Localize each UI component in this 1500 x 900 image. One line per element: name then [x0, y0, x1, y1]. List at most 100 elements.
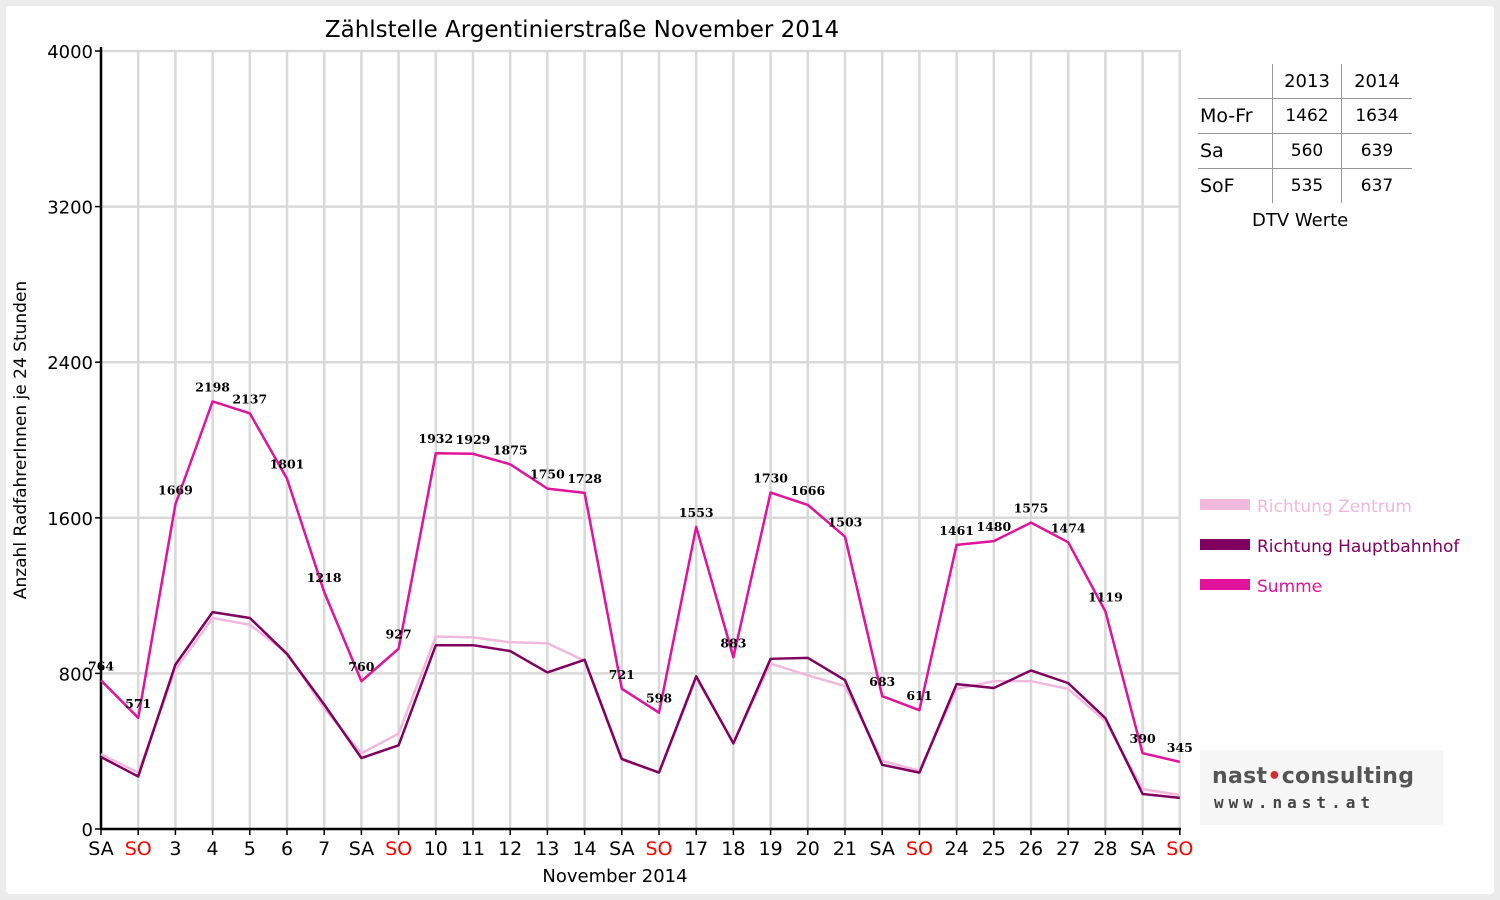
- x-axis-title: November 2014: [542, 866, 687, 887]
- x-tick-label: SA: [869, 838, 894, 860]
- x-tick-label: 20: [796, 838, 820, 860]
- data-label: 683: [869, 674, 895, 689]
- y-tick-label: 1600: [47, 509, 93, 530]
- legend-label: Summe: [1257, 577, 1322, 597]
- dtv-value: 637: [1341, 168, 1412, 203]
- series-line-2: [100, 400, 1181, 764]
- x-tick-label: SO: [906, 838, 933, 860]
- dtv-table: 2013 2014 Mo-Fr 1462 1634 Sa 560 639 SoF…: [1198, 64, 1412, 203]
- data-label: 1218: [307, 570, 342, 585]
- y-tick-label: 0: [82, 820, 93, 841]
- legend-swatch: [1200, 539, 1250, 550]
- dtv-value: 560: [1272, 133, 1342, 169]
- data-label: 760: [348, 659, 374, 674]
- data-label: 1801: [270, 457, 305, 472]
- legend-label: Richtung Zentrum: [1257, 497, 1412, 517]
- x-tick-label: 3: [169, 838, 181, 860]
- dtv-row-label: Sa: [1198, 133, 1273, 169]
- x-tick-label: 5: [244, 838, 256, 860]
- x-tick-label: 13: [535, 838, 559, 860]
- x-tick-label: 18: [721, 838, 745, 860]
- data-label: 1730: [753, 471, 788, 486]
- x-tick-label: 26: [1019, 838, 1043, 860]
- legend-label: Richtung Hauptbahnhof: [1257, 537, 1460, 557]
- dtv-row-label: Mo-Fr: [1198, 98, 1273, 134]
- data-label: 1553: [679, 505, 714, 520]
- dtv-value: 535: [1272, 168, 1342, 203]
- dtv-col-2013: 2013: [1272, 64, 1342, 99]
- data-label: 1929: [456, 432, 491, 447]
- logo-name-part2: consulting: [1281, 764, 1415, 789]
- data-label: 883: [720, 635, 746, 650]
- dtv-corner: [1198, 64, 1273, 99]
- data-label: 1461: [939, 523, 974, 538]
- nast-consulting-logo: nast•consulting www.nast.at: [1200, 750, 1443, 825]
- data-label: 1750: [530, 467, 565, 482]
- x-tick-label: 27: [1056, 838, 1080, 860]
- y-tick-label: 4000: [47, 42, 93, 63]
- data-label: 1728: [567, 471, 602, 486]
- dtv-caption: DTV Werte: [1252, 210, 1349, 231]
- logo-name: nast•consulting: [1212, 764, 1414, 789]
- data-label: 2198: [195, 379, 230, 394]
- x-tick-label: SA: [1130, 838, 1155, 860]
- series-line-0: [100, 616, 1180, 797]
- legend-swatch: [1200, 499, 1250, 510]
- x-tick-label: 7: [318, 838, 330, 860]
- data-label: 721: [609, 667, 635, 682]
- y-tick-label: 800: [59, 664, 93, 685]
- dtv-value: 1462: [1272, 98, 1342, 134]
- x-tick-label: 24: [945, 838, 969, 860]
- dtv-value: 1634: [1341, 98, 1412, 134]
- data-label: 571: [125, 696, 151, 711]
- dtv-header-row: 2013 2014: [1198, 64, 1412, 99]
- data-label: 1119: [1088, 589, 1123, 604]
- logo-accent-dot: •: [1267, 764, 1282, 789]
- data-label: 1875: [493, 442, 528, 457]
- dtv-row-mofr: Mo-Fr 1462 1634: [1198, 98, 1412, 134]
- legend-swatch: [1200, 579, 1250, 590]
- data-label: 1932: [418, 431, 453, 446]
- x-tick-label: 25: [982, 838, 1006, 860]
- data-label: 345: [1167, 740, 1193, 755]
- dtv-col-2014: 2014: [1341, 64, 1412, 99]
- dtv-value: 639: [1341, 133, 1412, 169]
- dtv-row-label: SoF: [1200, 175, 1235, 197]
- data-label: 1669: [158, 482, 193, 497]
- x-tick-label: 6: [281, 838, 293, 860]
- y-tick-label: 3200: [47, 198, 93, 219]
- data-label: 1666: [790, 483, 825, 498]
- data-label: 611: [906, 688, 932, 703]
- x-tick-label: 11: [461, 838, 485, 860]
- chart-title: Zählstelle Argentinierstraße November 20…: [325, 17, 839, 43]
- x-tick-label: 17: [684, 838, 708, 860]
- data-label: 390: [1130, 731, 1156, 746]
- x-tick-label: 4: [207, 838, 219, 860]
- data-label: 764: [88, 658, 114, 673]
- x-tick-label: SO: [385, 838, 412, 860]
- x-tick-label: SA: [609, 838, 634, 860]
- x-tick-label: 28: [1093, 838, 1117, 860]
- x-tick-label: SA: [88, 838, 113, 860]
- data-label: 1480: [976, 519, 1011, 534]
- x-tick-label: 14: [573, 838, 597, 860]
- x-tick-label: SO: [1166, 838, 1193, 860]
- logo-url: www.nast.at: [1214, 793, 1375, 812]
- data-label: 1474: [1051, 520, 1086, 535]
- dtv-row-sa: Sa 560 639: [1198, 133, 1412, 169]
- logo-name-part1: nast: [1212, 764, 1268, 789]
- x-tick-label: 21: [833, 838, 857, 860]
- x-tick-label: SO: [125, 838, 152, 860]
- x-tick-label: 10: [424, 838, 448, 860]
- x-tick-label: SO: [645, 838, 672, 860]
- data-label: 1575: [1014, 501, 1049, 516]
- data-label: 598: [646, 691, 672, 706]
- dtv-row-sof: SoF 535 637: [1198, 168, 1412, 203]
- data-label: 1503: [828, 515, 863, 530]
- x-tick-label: 19: [759, 838, 783, 860]
- y-axis-title: Anzahl RadfahrerInnen je 24 Stunden: [11, 281, 31, 599]
- data-label: 927: [386, 627, 412, 642]
- y-tick-label: 2400: [47, 353, 93, 374]
- series-line-1: [100, 610, 1180, 800]
